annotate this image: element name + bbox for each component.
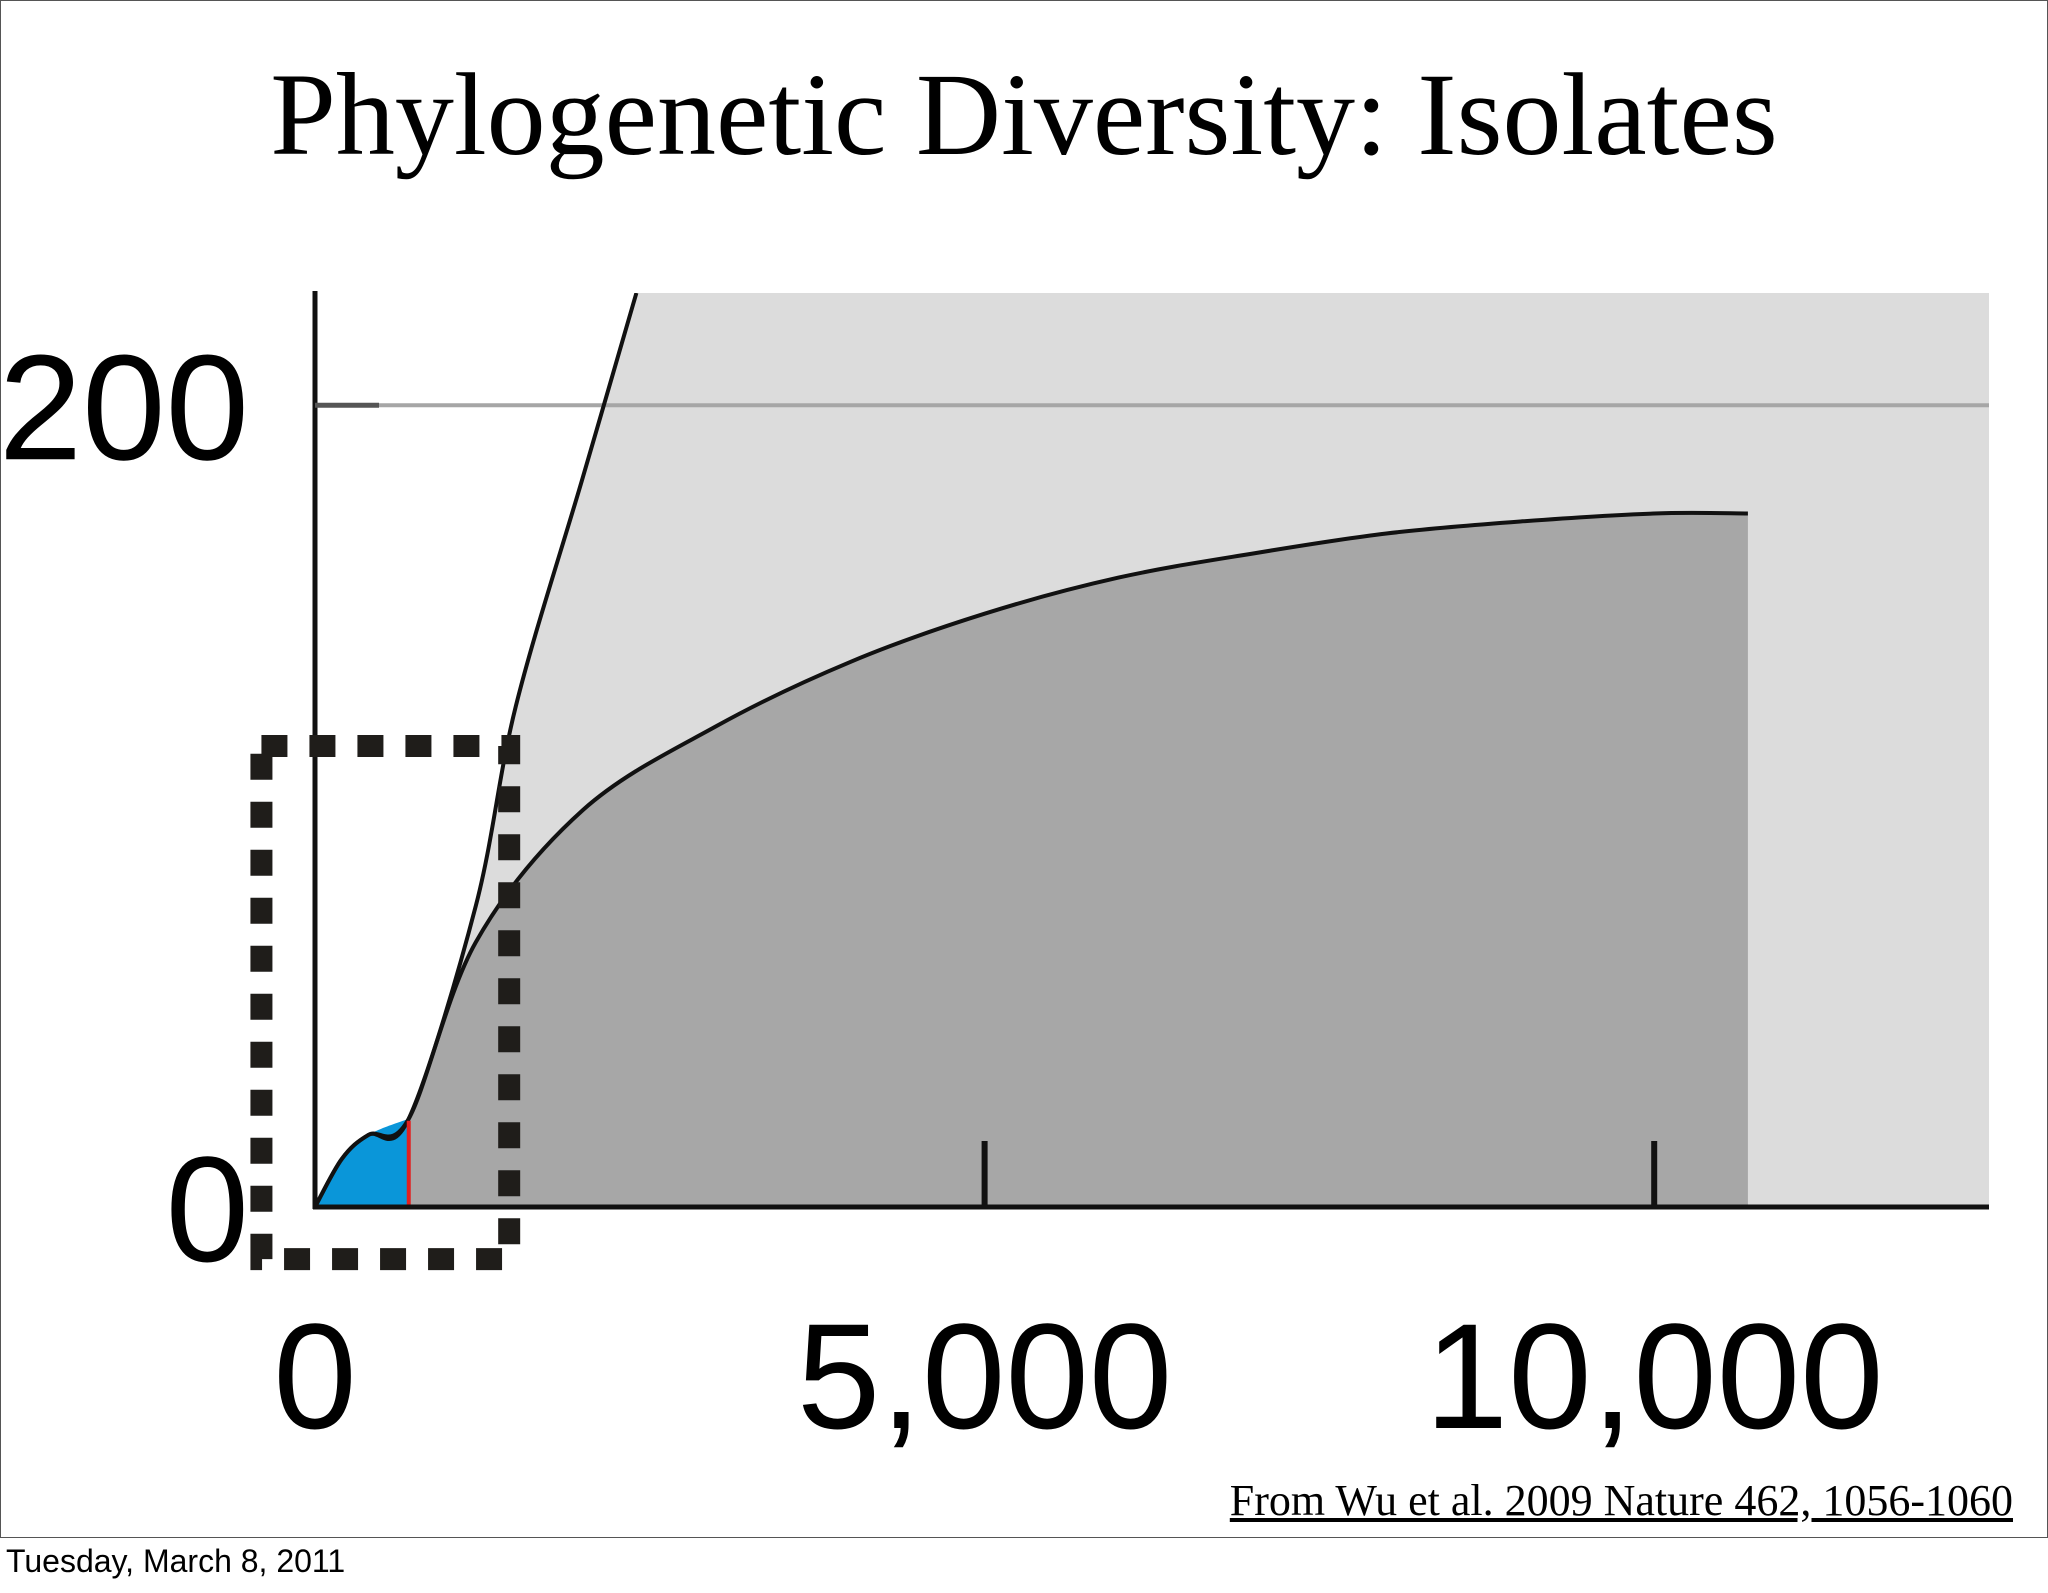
x-tick-label-0: 0 [273, 1292, 356, 1460]
x-tick-label-1: 5,000 [797, 1292, 1172, 1460]
citation-link[interactable]: From Wu et al. 2009 Nature 462, 1056-106… [1229, 1476, 2013, 1525]
phylogenetic-diversity-chart: 0 5,000 10,000 0 200 [1, 291, 1989, 1460]
existing-genomes-area [315, 1118, 409, 1207]
slide: Phylogenetic Diversity: Isolates 0 5,000 1… [0, 0, 2048, 1538]
zoom-region-dashed-box [250, 734, 521, 1271]
slide-date: Tuesday, March 8, 2011 [6, 1543, 346, 1579]
x-tick-label-2: 10,000 [1425, 1292, 1884, 1460]
y-tick-label-0: 0 [166, 1125, 249, 1293]
series-lower-line [313, 510, 1748, 1208]
lower-region-area [315, 512, 1748, 1207]
slide-title: Phylogenetic Diversity: Isolates [270, 49, 1778, 180]
y-tick-label-1: 200 [1, 323, 249, 491]
